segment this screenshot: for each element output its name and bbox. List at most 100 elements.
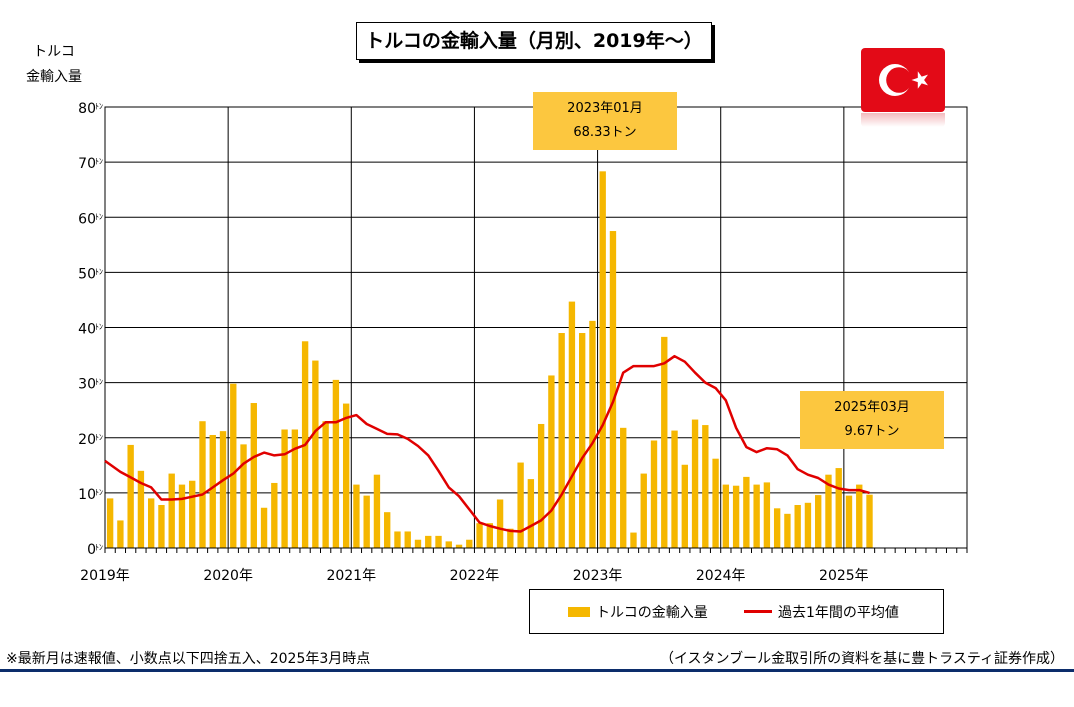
import-bar <box>496 499 504 548</box>
import-bar <box>137 470 145 548</box>
footnote: ※最新月は速報値、小数点以下四捨五入、2025年3月時点 <box>6 651 371 667</box>
import-bar <box>620 427 627 548</box>
import-bar <box>568 301 576 548</box>
y-tick-label: 20 <box>78 432 96 448</box>
import-bar <box>753 484 760 548</box>
import-bar <box>322 421 329 548</box>
import-bar <box>691 419 699 548</box>
import-bar <box>722 484 730 548</box>
import-bar <box>230 383 237 548</box>
import-bar <box>835 468 842 548</box>
import-bar <box>845 495 853 548</box>
y-tick-label: 10 <box>78 487 96 503</box>
import-bar <box>671 430 678 548</box>
y-tick-label: 30 <box>78 377 96 393</box>
import-bar <box>773 508 781 548</box>
import-bar <box>702 425 709 548</box>
import-bar <box>650 440 658 548</box>
x-tick-label: 2020年 <box>203 568 253 584</box>
y-tick-label: 80 <box>78 101 96 117</box>
import-bar <box>825 474 832 548</box>
x-tick-label: 2024年 <box>696 568 746 584</box>
import-bar <box>312 360 319 548</box>
import-bar <box>578 333 586 548</box>
import-bar <box>250 403 257 548</box>
import-bar <box>353 484 360 548</box>
legend-line-label: 過去1年間の平均値 <box>778 604 899 621</box>
import-bar <box>363 495 370 548</box>
latest-callout-value: 9.67トン <box>844 424 900 439</box>
import-bar <box>763 482 771 548</box>
y-tick-label: 50 <box>78 266 96 282</box>
import-bar <box>404 531 411 548</box>
import-bar <box>599 171 606 548</box>
import-bar <box>199 421 206 548</box>
import-bar <box>856 484 863 548</box>
import-bar <box>794 505 801 548</box>
import-bar <box>281 429 288 548</box>
x-tick-label: 2021年 <box>326 568 376 584</box>
source-note: （イスタンブール金取引所の資料を基に豊トラスティ証券作成） <box>659 651 1064 667</box>
import-bar <box>866 494 873 548</box>
import-bar <box>147 498 155 548</box>
y-tick-label: 40 <box>78 322 96 338</box>
x-tick-label: 2025年 <box>819 568 869 584</box>
y-tick-unit: ﾄﾝ <box>95 102 103 111</box>
import-bar <box>394 531 401 548</box>
import-bar <box>127 444 134 548</box>
legend-line-swatch <box>744 610 772 613</box>
import-bar <box>425 535 432 548</box>
import-bar <box>784 513 791 548</box>
import-bar <box>189 480 196 548</box>
import-bar <box>630 532 637 548</box>
peak-callout-date: 2023年01月 <box>567 101 643 116</box>
import-bar <box>219 431 227 548</box>
import-bar <box>548 375 555 548</box>
import-bar <box>435 535 442 548</box>
x-tick-label: 2023年 <box>573 568 623 584</box>
import-bar <box>743 476 750 548</box>
latest-callout-date: 2025年03月 <box>834 400 910 415</box>
legend-bar-swatch <box>568 606 590 617</box>
legend-bar-label: トルコの金輸入量 <box>596 604 708 621</box>
import-bar <box>158 505 165 548</box>
import-bar <box>260 507 268 548</box>
import-bar <box>558 333 565 548</box>
y-axis-label-line1: トルコ <box>33 44 75 60</box>
import-bar <box>609 231 617 548</box>
import-bar <box>661 336 668 548</box>
import-bar <box>271 482 278 548</box>
import-bar <box>527 479 535 548</box>
latest-callout: 2025年03月 9.67トン <box>800 391 944 449</box>
chart-legend: トルコの金輸入量 過去1年間の平均値 <box>529 589 944 634</box>
peak-callout: 2023年01月 68.33トン <box>533 92 677 150</box>
y-tick-unit: ﾄﾝ <box>95 488 103 497</box>
import-bar <box>240 444 247 548</box>
y-tick-unit: ﾄﾝ <box>95 157 103 166</box>
import-bar <box>589 320 596 548</box>
import-bar <box>209 434 216 548</box>
import-bar <box>414 539 422 548</box>
y-tick-label: 0 <box>87 542 96 558</box>
x-tick-label: 2019年 <box>80 568 130 584</box>
y-axis-label-line2: 金輸入量 <box>26 69 82 85</box>
import-bar <box>168 473 175 548</box>
import-bar <box>455 544 463 548</box>
import-bar <box>815 495 822 548</box>
y-tick-unit: ﾄﾝ <box>95 543 103 552</box>
import-bar <box>332 379 340 548</box>
x-tick-label: 2022年 <box>450 568 500 584</box>
legend-item-line: 過去1年間の平均値 <box>744 590 899 633</box>
import-bar <box>712 458 719 548</box>
peak-callout-value: 68.33トン <box>573 125 637 140</box>
import-bar <box>445 541 452 548</box>
y-tick-label: 60 <box>78 211 96 227</box>
import-bar <box>373 474 381 548</box>
y-axis-label: トルコ 金輸入量 <box>20 40 88 90</box>
import-bar <box>466 539 473 548</box>
import-bar <box>732 485 740 548</box>
import-bar <box>476 523 483 548</box>
y-tick-unit: ﾄﾝ <box>95 433 103 442</box>
import-bar <box>640 473 647 548</box>
